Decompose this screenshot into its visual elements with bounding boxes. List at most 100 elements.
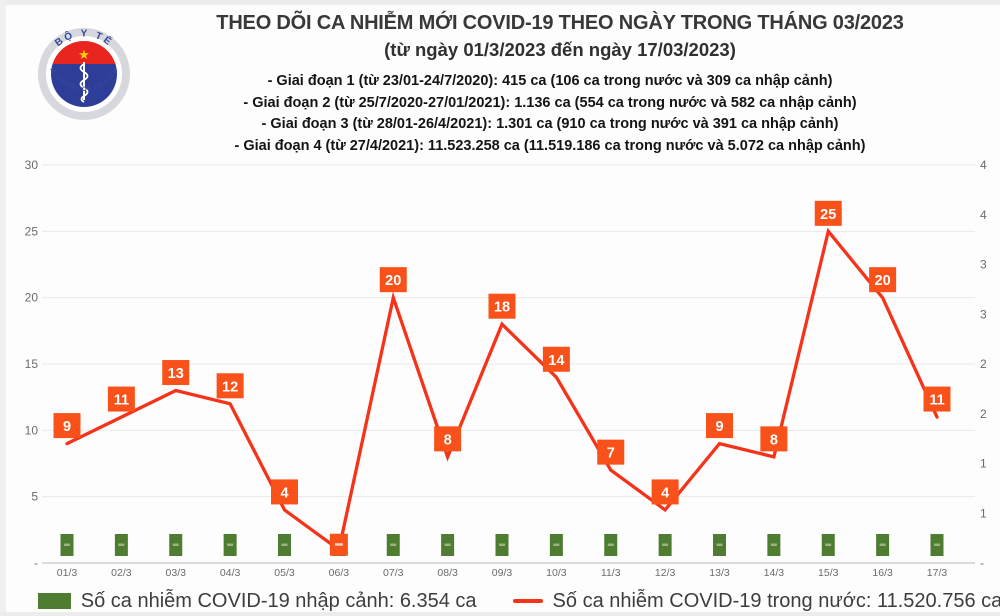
right-axis-tick-label: 4: [980, 208, 987, 222]
logo-red-segment: [52, 41, 116, 64]
imported-cases-bar-label: [64, 543, 70, 546]
x-axis-label: 07/3: [383, 567, 404, 579]
x-axis-label: 10/3: [546, 567, 567, 579]
x-axis-label: 17/3: [927, 567, 948, 579]
data-label: 9: [63, 419, 71, 435]
right-axis-tick-label: 3: [980, 307, 987, 321]
data-label: 11: [114, 393, 129, 409]
imported-cases-bar-label: [716, 543, 723, 546]
imported-cases-bar-label: [444, 543, 451, 546]
x-axis-label: 03/3: [166, 567, 187, 579]
data-label-box: [271, 479, 298, 505]
imported-cases-bar-label: [879, 543, 886, 546]
x-axis-label: 06/3: [329, 567, 350, 579]
data-label-box: [53, 413, 81, 439]
ministry-of-health-logo-icon: BỘ Y TẾ ★ MINISTRY OF HEALTH: [38, 28, 130, 120]
left-axis-tick-label: 5: [31, 490, 38, 504]
data-label: 14: [548, 353, 564, 369]
phase-line-2: - Giai đoạn 2 (từ 25/7/2020-27/01/2021):…: [243, 94, 857, 111]
x-axis-label: 04/3: [220, 567, 241, 579]
phase-line-3: - Giai đoạn 3 (từ 28/01-26/4/2021): 1.30…: [261, 116, 839, 132]
chart-legend: Số ca nhiễm COVID-19 nhập cảnh: 6.354 ca…: [37, 588, 1000, 614]
imported-cases-bar-label: [607, 543, 614, 546]
data-label-box: [434, 426, 462, 452]
imported-cases-bar-label: [118, 543, 125, 546]
logo-snake-icon: [79, 63, 89, 103]
legend-imported-swatch-icon: [37, 593, 71, 609]
right-axis-tick-label: 2: [980, 407, 987, 421]
imported-cases-bar-label: [662, 543, 669, 546]
left-axis-tick-label: 30: [25, 158, 39, 172]
data-label-box: [869, 267, 897, 293]
data-label: 4: [280, 485, 288, 501]
data-label-box: [379, 267, 407, 293]
right-axis-tick-label: 1: [980, 506, 987, 520]
page-edge-shade: [0, 0, 1000, 5]
x-axis-label: 12/3: [655, 567, 676, 579]
legend-imported-label: Số ca nhiễm COVID-19 nhập cảnh: 6.354 ca: [80, 589, 477, 612]
data-label-box: [651, 479, 679, 505]
domestic-cases-line: [65, 227, 939, 553]
x-axis-label: 11/3: [601, 567, 621, 579]
data-label: 20: [875, 273, 891, 289]
left-axis-tick-label: -: [34, 556, 38, 570]
data-label: 20: [385, 273, 401, 289]
data-label: 25: [820, 207, 836, 223]
data-label-dash: [334, 543, 343, 546]
left-axis-tick-label: 10: [25, 423, 39, 437]
imported-cases-bar-label: [825, 543, 832, 546]
page-subtitle: (từ ngày 01/3/2023 đến ngày 17/03/2023): [384, 39, 736, 60]
imported-cases-bar-label: [281, 543, 288, 546]
data-label: 8: [444, 432, 452, 448]
data-label: 7: [607, 446, 615, 462]
right-axis-tick-label: 2: [980, 357, 987, 371]
phase-line-4: - Giai đoạn 4 (từ 27/4/2021): 11.523.258…: [234, 137, 866, 154]
data-label-box: [597, 439, 625, 465]
data-label-box: [542, 346, 570, 372]
data-label-box: [162, 360, 190, 386]
x-axis-label: 15/3: [818, 567, 839, 579]
data-label: 8: [770, 432, 778, 448]
imported-cases-bar-label: [172, 543, 179, 546]
page-edge-shade: [0, 612, 1000, 616]
x-axis-label: 14/3: [764, 567, 785, 579]
data-label-box: [923, 386, 951, 412]
imported-cases-bar-label: [227, 543, 234, 546]
data-label-box: [107, 386, 135, 412]
data-label: 13: [168, 366, 184, 382]
data-label-box: [760, 426, 788, 452]
x-axis-label: 05/3: [274, 567, 295, 579]
page-edge-shade: [0, 0, 6, 616]
left-axis-tick-label: 20: [25, 291, 39, 305]
left-axis-tick-label: 15: [25, 357, 39, 371]
x-axis-label: 08/3: [437, 567, 458, 579]
data-label: 18: [494, 300, 510, 316]
right-axis-tick-label: -: [980, 556, 984, 570]
imported-cases-bar-label: [390, 543, 397, 546]
data-label-box: [488, 293, 516, 319]
right-axis-tick-label: 4: [980, 158, 987, 172]
x-axis-label: 01/3: [57, 567, 78, 579]
imported-cases-bar-label: [770, 543, 777, 546]
x-axis-label: 13/3: [709, 567, 730, 579]
page-title: THEO DÕI CA NHIỄM MỚI COVID-19 THEO NGÀY…: [216, 12, 904, 34]
data-label-box: [216, 373, 244, 399]
data-label-box: [706, 413, 733, 439]
imported-cases-bar-label: [553, 543, 560, 546]
data-label: 4: [661, 485, 669, 501]
imported-cases-bar-label: [499, 543, 505, 546]
data-label-box: [814, 200, 842, 226]
x-axis-label: 16/3: [872, 567, 893, 579]
x-axis-label: 09/3: [492, 567, 513, 579]
data-label: 11: [929, 393, 944, 409]
imported-cases-bar-label: [934, 543, 940, 546]
x-axis-label: 02/3: [111, 567, 132, 579]
phase-line-1: - Giai đoạn 1 (từ 23/01-24/7/2020): 415 …: [267, 73, 833, 89]
left-axis-tick-label: 25: [25, 224, 39, 238]
right-axis-tick-label: 1: [980, 457, 987, 471]
phase-summary-block: - Giai đoạn 1 (từ 23/01-24/7/2020): 415 …: [120, 71, 980, 157]
legend-domestic-label: Số ca nhiễm COVID-19 trong nước: 11.520.…: [552, 589, 1000, 612]
daily-cases-chart: 30252015105-44332211-9111312420818147498…: [25, 158, 987, 579]
logo-star-icon: ★: [78, 47, 90, 62]
